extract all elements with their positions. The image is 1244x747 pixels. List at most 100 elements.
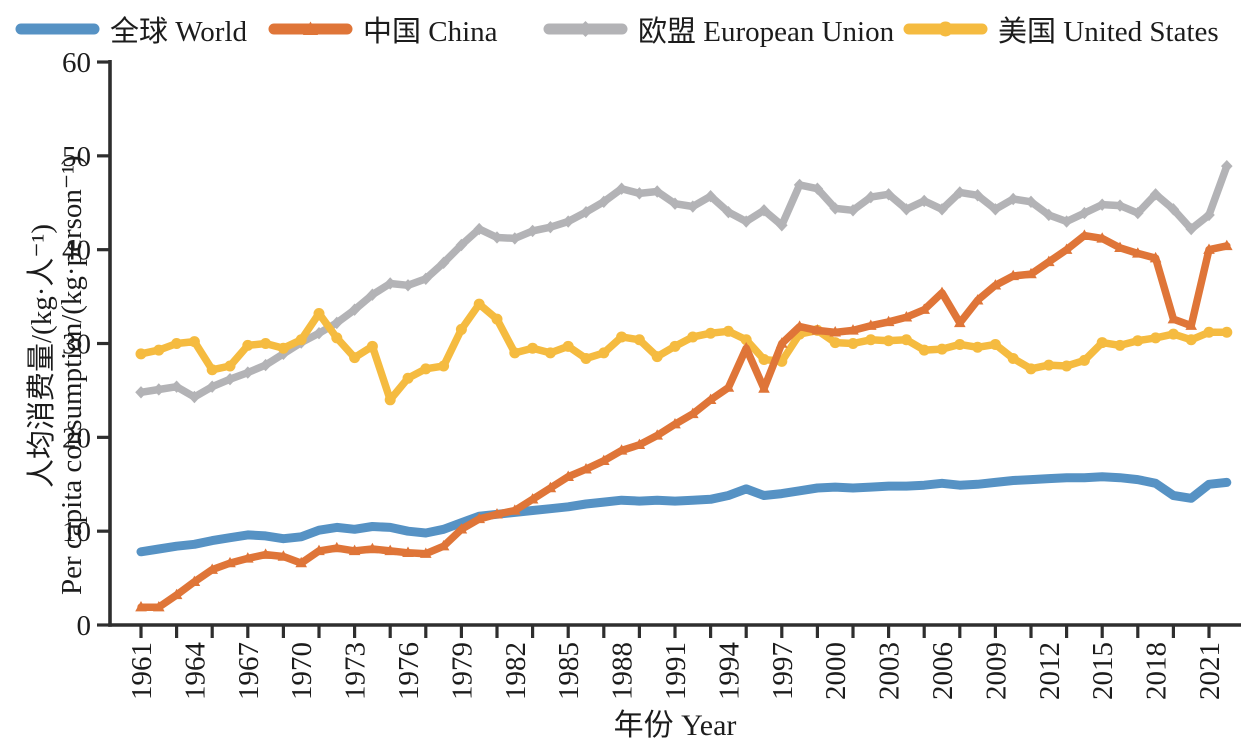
diamond-marker-icon (437, 256, 450, 270)
circle-marker-icon (829, 337, 841, 349)
x-tick-label: 1982 (500, 642, 532, 700)
series-china (135, 229, 1233, 612)
circle-marker-icon (455, 323, 467, 335)
x-tick-label: 1961 (126, 642, 158, 700)
diamond-marker-icon (918, 194, 930, 208)
triangle-marker-icon (1007, 269, 1019, 281)
diamond-marker-icon (1078, 206, 1091, 220)
diamond-marker-icon (366, 288, 379, 301)
triangle-marker-icon (669, 418, 681, 429)
diamond-marker-icon (758, 204, 770, 217)
diamond-marker-icon (402, 279, 414, 292)
diamond-marker-icon (224, 372, 236, 386)
legend-label-world: 全球 World (110, 16, 248, 48)
diamond-marker-icon (1167, 203, 1180, 216)
series-eu (135, 159, 1233, 404)
diamond-marker-icon (313, 326, 325, 340)
triangle-marker-icon (1078, 229, 1091, 240)
x-tick-label: 2006 (927, 642, 959, 700)
triangle-marker-icon (544, 481, 557, 493)
triangle-marker-icon (420, 547, 432, 558)
circle-marker-icon (1096, 337, 1108, 349)
circle-marker-icon (188, 336, 200, 348)
circle-marker-icon (438, 360, 450, 372)
series-line-world (136, 472, 1232, 557)
diamond-marker-icon (188, 390, 201, 404)
triangle-marker-icon (135, 600, 147, 612)
triangle-marker-icon (366, 542, 379, 554)
triangle-marker-icon (1149, 251, 1162, 263)
diamond-marker-icon (153, 383, 165, 396)
circle-marker-icon (277, 342, 289, 354)
circle-marker-icon (1078, 354, 1090, 366)
circle-marker-icon (722, 325, 734, 337)
circle-marker-icon (313, 307, 325, 319)
circle-marker-icon (1221, 326, 1233, 338)
triangle-marker-icon (331, 541, 343, 553)
circle-marker-icon (402, 372, 414, 384)
diamond-marker-icon (1025, 195, 1037, 209)
x-tick-label: 1967 (233, 642, 265, 700)
x-tick-label: 1970 (286, 642, 318, 700)
triangle-marker-icon (437, 539, 450, 551)
y-tick-label: 30 (62, 329, 91, 361)
diamond-marker-icon (829, 202, 841, 215)
triangle-marker-icon (598, 454, 610, 465)
triangle-marker-icon (259, 548, 272, 559)
x-tick-label: 2018 (1141, 642, 1173, 700)
diamond-marker-icon (135, 386, 147, 399)
triangle-marker-icon (295, 556, 307, 568)
series-markers-china (135, 229, 1233, 612)
triangle-marker-icon (242, 552, 254, 563)
diamond-marker-icon (259, 358, 272, 372)
x-tick-label: 2000 (820, 642, 852, 700)
diamond-marker-icon (1096, 198, 1108, 211)
diamond-marker-icon (847, 204, 859, 217)
triangle-marker-icon (776, 337, 788, 348)
triangle-marker-icon (1043, 255, 1055, 267)
triangle-marker-icon (793, 320, 806, 331)
legend-label-eu: 欧盟 European Union (638, 16, 895, 48)
triangle-marker-icon (277, 550, 290, 561)
diamond-marker-icon (900, 203, 913, 216)
triangle-marker-icon (1132, 247, 1144, 258)
circle-marker-icon (1167, 328, 1179, 340)
legend-item-us: 美国 United States (903, 8, 1219, 50)
diamond-marker-icon (882, 188, 895, 201)
triangle-marker-icon (1167, 312, 1180, 324)
legend-item-eu: 欧盟 European Union (543, 8, 894, 50)
diamond-marker-icon (1203, 208, 1215, 222)
triangle-marker-icon (954, 316, 966, 328)
diamond-marker-icon (526, 224, 539, 238)
diamond-marker-icon (206, 380, 218, 393)
triangle-marker-icon (971, 294, 984, 305)
diamond-marker-icon (954, 186, 966, 199)
circle-marker-icon (580, 353, 592, 365)
circle-marker-icon (989, 338, 1001, 350)
triangle-marker-icon (491, 508, 503, 519)
eu-line-diamond-swatch-icon (543, 21, 628, 37)
triangle-marker-icon (1221, 239, 1233, 251)
diamond-marker-icon (669, 197, 681, 210)
circle-marker-icon (509, 347, 521, 359)
triangle-marker-icon (509, 504, 521, 515)
triangle-marker-icon (1060, 243, 1073, 254)
circle-marker-icon (847, 338, 859, 350)
triangle-marker-icon (936, 286, 948, 298)
circle-marker-icon (224, 360, 236, 372)
circle-marker-icon (491, 313, 503, 325)
circle-marker-icon (527, 342, 539, 354)
y-tick-label: 40 (62, 235, 91, 267)
diamond-marker-icon (615, 182, 628, 195)
triangle-marker-icon (384, 544, 396, 556)
diamond-marker-icon (1132, 206, 1144, 220)
legend-item-china: 中国 China (268, 8, 498, 50)
legend-label-us: 美国 United States (998, 16, 1219, 48)
diamond-marker-icon (865, 190, 877, 204)
triangle-marker-icon (348, 544, 361, 556)
triangle-marker-icon (206, 563, 218, 574)
circle-marker-icon (669, 340, 681, 352)
y-tick-label: 60 (62, 47, 91, 79)
diamond-marker-icon (598, 195, 610, 209)
